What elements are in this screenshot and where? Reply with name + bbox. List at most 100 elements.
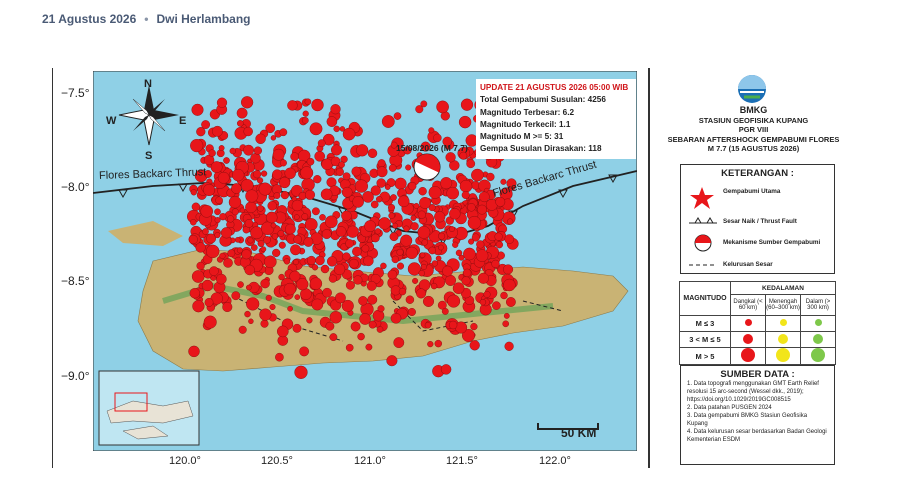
aftershock-dot bbox=[272, 248, 281, 258]
aftershock-dot bbox=[250, 244, 258, 251]
aftershock-dot bbox=[189, 287, 201, 299]
aftershock-dot bbox=[466, 159, 476, 169]
aftershock-dot bbox=[363, 255, 374, 267]
aftershock-dot bbox=[455, 249, 463, 257]
aftershock-dot bbox=[495, 241, 504, 249]
aftershock-dot bbox=[434, 339, 442, 348]
aftershock-dot bbox=[217, 171, 230, 184]
aftershock-dot bbox=[257, 204, 264, 212]
aftershock-dot bbox=[314, 151, 325, 162]
aftershock-cloud bbox=[186, 96, 519, 379]
aftershock-dot bbox=[269, 303, 276, 310]
aftershock-dot bbox=[292, 323, 302, 333]
lon-tick: 121.5° bbox=[446, 455, 478, 467]
aftershock-dot bbox=[359, 313, 371, 325]
aftershock-dot bbox=[445, 274, 457, 286]
aftershock-dot bbox=[436, 100, 449, 114]
aftershock-dot bbox=[388, 164, 397, 172]
aftershock-dot bbox=[293, 235, 302, 244]
thrust-icon bbox=[689, 217, 717, 224]
aftershock-dot bbox=[212, 125, 223, 137]
aftershock-dot bbox=[257, 240, 265, 248]
sumber-item: 4. Data kelurusan sesar berdasarkan Bada… bbox=[687, 429, 827, 443]
aftershock-map-figure: −7.5° −8.0° −8.5° −9.0° 120.0° 120.5° 12… bbox=[52, 68, 855, 468]
aftershock-dot bbox=[345, 239, 354, 248]
aftershock-dot bbox=[238, 325, 247, 334]
aftershock-dot bbox=[437, 244, 444, 251]
aftershock-dot bbox=[367, 294, 378, 305]
aftershock-dot bbox=[203, 183, 216, 196]
mag-class: M > 5 bbox=[679, 347, 731, 365]
aftershock-dot bbox=[475, 249, 489, 262]
aftershock-dot bbox=[354, 179, 369, 193]
aftershock-dot bbox=[342, 172, 351, 181]
aftershock-dot bbox=[398, 287, 407, 296]
aftershock-dot bbox=[335, 226, 347, 237]
aftershock-dot bbox=[463, 247, 476, 261]
aftershock-dot bbox=[309, 122, 323, 136]
map-title-line2: M 7.7 (15 AGUSTUS 2026) bbox=[707, 144, 800, 153]
aftershock-dot bbox=[255, 133, 266, 145]
author-name[interactable]: Dwi Herlambang bbox=[156, 12, 251, 26]
aftershock-dot bbox=[263, 255, 277, 269]
aftershock-dot bbox=[505, 297, 516, 307]
aftershock-dot bbox=[503, 264, 514, 275]
aftershock-dot bbox=[223, 157, 230, 164]
aftershock-dot bbox=[304, 98, 312, 106]
aftershock-dot bbox=[272, 148, 285, 161]
sumber-title: SUMBER DATA : bbox=[720, 369, 795, 380]
aftershock-dot bbox=[196, 127, 206, 137]
aftershock-dot bbox=[462, 268, 472, 278]
aftershock-dot bbox=[380, 262, 387, 270]
aftershock-dot bbox=[202, 228, 209, 235]
aftershock-dot bbox=[392, 222, 399, 229]
aftershock-dot bbox=[273, 192, 281, 200]
aftershock-dot bbox=[345, 343, 354, 352]
keterangan-symbols bbox=[689, 187, 717, 266]
lon-tick: 120.5° bbox=[261, 455, 293, 467]
aftershock-dot bbox=[420, 100, 428, 108]
aftershock-dot bbox=[270, 222, 277, 229]
aftershock-dot bbox=[504, 341, 514, 351]
aftershock-dot bbox=[248, 318, 254, 325]
logo-text: BMKG bbox=[739, 105, 768, 115]
aftershock-dot bbox=[420, 141, 431, 152]
aftershock-dot bbox=[294, 365, 308, 379]
aftershock-dot bbox=[419, 252, 426, 258]
aftershock-dot bbox=[243, 126, 253, 137]
aftershock-dot bbox=[440, 177, 453, 190]
aftershock-dot bbox=[349, 258, 359, 269]
aftershock-dot bbox=[430, 282, 438, 290]
aftershock-dot bbox=[492, 301, 501, 310]
mag-class: 3 < M ≤ 5 bbox=[679, 331, 731, 348]
aftershock-dot bbox=[231, 208, 239, 216]
aftershock-dot bbox=[357, 332, 365, 341]
info-line: Total Gempabumi Susulan: 4256 bbox=[480, 95, 606, 105]
thrust-tooth bbox=[558, 189, 568, 199]
aftershock-dot bbox=[452, 241, 459, 248]
lon-tick: 122.0° bbox=[539, 455, 571, 467]
aftershock-dot bbox=[418, 186, 427, 196]
aftershock-dot bbox=[204, 170, 212, 178]
aftershock-dot bbox=[396, 248, 404, 256]
aftershock-dot bbox=[438, 232, 446, 240]
depth-dot bbox=[814, 319, 822, 326]
depth-col: Menengah (60–300 km) bbox=[765, 294, 801, 316]
aftershock-dot bbox=[477, 204, 487, 215]
inset-map bbox=[98, 370, 200, 446]
aftershock-dot bbox=[352, 196, 364, 208]
aftershock-dot bbox=[433, 133, 442, 143]
aftershock-dot bbox=[243, 144, 255, 156]
aftershock-dot bbox=[495, 196, 506, 207]
aftershock-dot bbox=[441, 307, 449, 315]
compass-rose bbox=[118, 85, 179, 146]
keterangan-item: Sesar Naik / Thrust Fault bbox=[723, 218, 797, 225]
aftershock-dot bbox=[325, 321, 335, 331]
aftershock-dot bbox=[476, 240, 485, 249]
aftershock-dot bbox=[206, 233, 217, 244]
map-panel: −7.5° −8.0° −8.5° −9.0° 120.0° 120.5° 12… bbox=[52, 68, 643, 468]
aftershock-dot bbox=[341, 299, 354, 312]
thrust-tooth bbox=[608, 174, 618, 184]
aftershock-dot bbox=[265, 211, 278, 224]
aftershock-dot bbox=[333, 263, 346, 276]
